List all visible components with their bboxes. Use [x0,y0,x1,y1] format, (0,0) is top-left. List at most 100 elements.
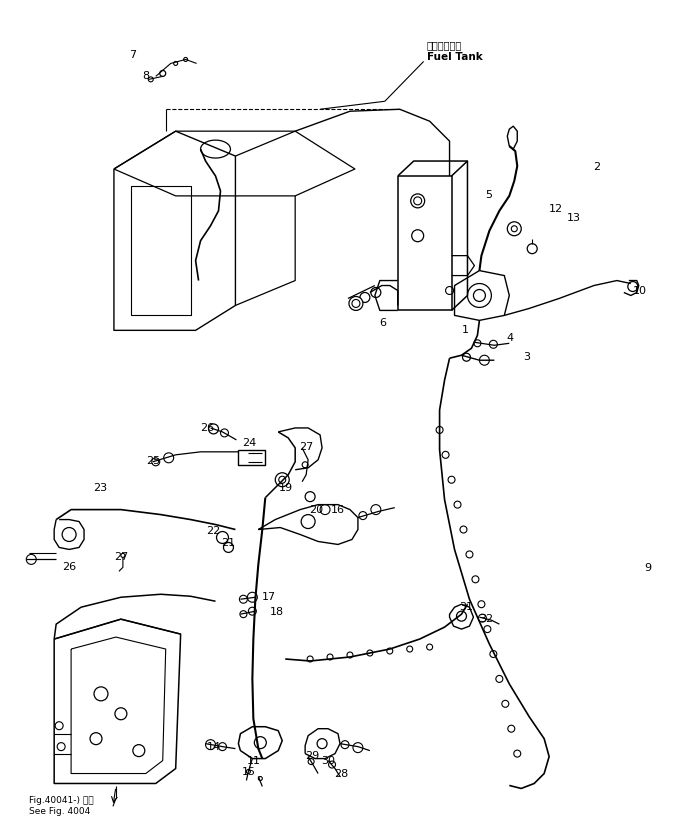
Circle shape [320,505,330,515]
Circle shape [359,511,367,520]
Circle shape [367,650,373,656]
Circle shape [436,426,443,434]
Circle shape [454,501,461,508]
Text: 21: 21 [221,539,236,548]
Text: 9: 9 [644,563,651,573]
Text: 32: 32 [479,615,494,624]
Circle shape [115,708,127,719]
Circle shape [219,743,227,751]
Text: 31: 31 [460,602,473,612]
Circle shape [90,733,102,744]
Text: 23: 23 [93,482,107,492]
Circle shape [183,58,187,61]
Circle shape [472,576,479,583]
Circle shape [360,292,370,302]
Text: 24: 24 [242,438,257,448]
Circle shape [479,615,486,622]
Text: 2: 2 [593,162,600,172]
Text: Fuel Tank: Fuel Tank [426,53,482,63]
Text: 16: 16 [331,505,345,515]
Circle shape [507,222,521,235]
Circle shape [275,472,289,487]
Text: 25: 25 [146,456,160,466]
Text: 12: 12 [549,204,563,214]
Text: 20: 20 [309,505,323,515]
Circle shape [247,592,257,602]
Circle shape [371,287,381,297]
Text: 7: 7 [129,50,136,60]
Circle shape [462,354,471,361]
Circle shape [329,761,335,768]
Text: 10: 10 [633,286,647,296]
Circle shape [317,738,327,748]
Circle shape [160,70,166,76]
Circle shape [208,424,219,434]
Circle shape [240,610,247,618]
Circle shape [473,289,485,301]
Circle shape [305,491,315,501]
Circle shape [407,646,413,652]
Circle shape [206,739,215,750]
Circle shape [174,61,178,65]
Circle shape [460,526,467,533]
Circle shape [301,515,315,529]
Text: 4: 4 [507,334,514,344]
Text: 22: 22 [206,525,221,535]
Circle shape [347,652,353,658]
Text: 13: 13 [567,213,581,223]
Circle shape [490,340,497,349]
Circle shape [467,283,492,307]
Circle shape [353,743,363,752]
Circle shape [474,339,481,347]
Circle shape [426,644,433,650]
Text: 6: 6 [380,318,386,329]
Circle shape [62,528,76,542]
Text: 5: 5 [485,190,492,200]
Circle shape [152,458,160,466]
Circle shape [349,297,363,311]
Circle shape [490,651,497,657]
Circle shape [57,743,65,751]
Circle shape [279,477,286,483]
Circle shape [479,355,490,365]
Circle shape [307,656,313,662]
Circle shape [484,625,491,633]
Circle shape [133,744,145,757]
Text: Fig.40041-) 参照
See Fig. 4004: Fig.40041-) 参照 See Fig. 4004 [29,796,94,816]
Circle shape [502,700,509,707]
Circle shape [240,596,247,603]
Text: フェルタンク: フェルタンク [426,40,462,50]
Circle shape [496,676,503,682]
Circle shape [327,654,333,660]
Circle shape [371,505,381,515]
Text: 15: 15 [241,767,255,776]
Text: 27: 27 [114,553,128,563]
Text: 26: 26 [200,423,215,433]
Circle shape [527,244,537,254]
Circle shape [55,722,63,729]
Circle shape [628,282,638,292]
Circle shape [164,453,174,463]
Circle shape [456,611,466,621]
Text: 11: 11 [246,756,260,766]
Text: 28: 28 [334,768,348,779]
Circle shape [249,607,257,615]
Circle shape [466,551,473,558]
Circle shape [341,741,349,748]
Circle shape [352,300,360,307]
Text: 29: 29 [305,751,319,761]
Circle shape [308,758,314,765]
Text: 18: 18 [270,607,285,617]
Circle shape [221,429,228,437]
Circle shape [511,225,517,232]
Text: 3: 3 [523,352,530,363]
Circle shape [148,77,153,82]
Text: 17: 17 [262,592,276,602]
Text: 1: 1 [462,325,469,335]
Text: 19: 19 [279,482,293,492]
Circle shape [448,477,455,483]
Text: 27: 27 [299,442,313,452]
Circle shape [26,554,36,564]
Circle shape [387,648,392,654]
Circle shape [217,531,228,544]
